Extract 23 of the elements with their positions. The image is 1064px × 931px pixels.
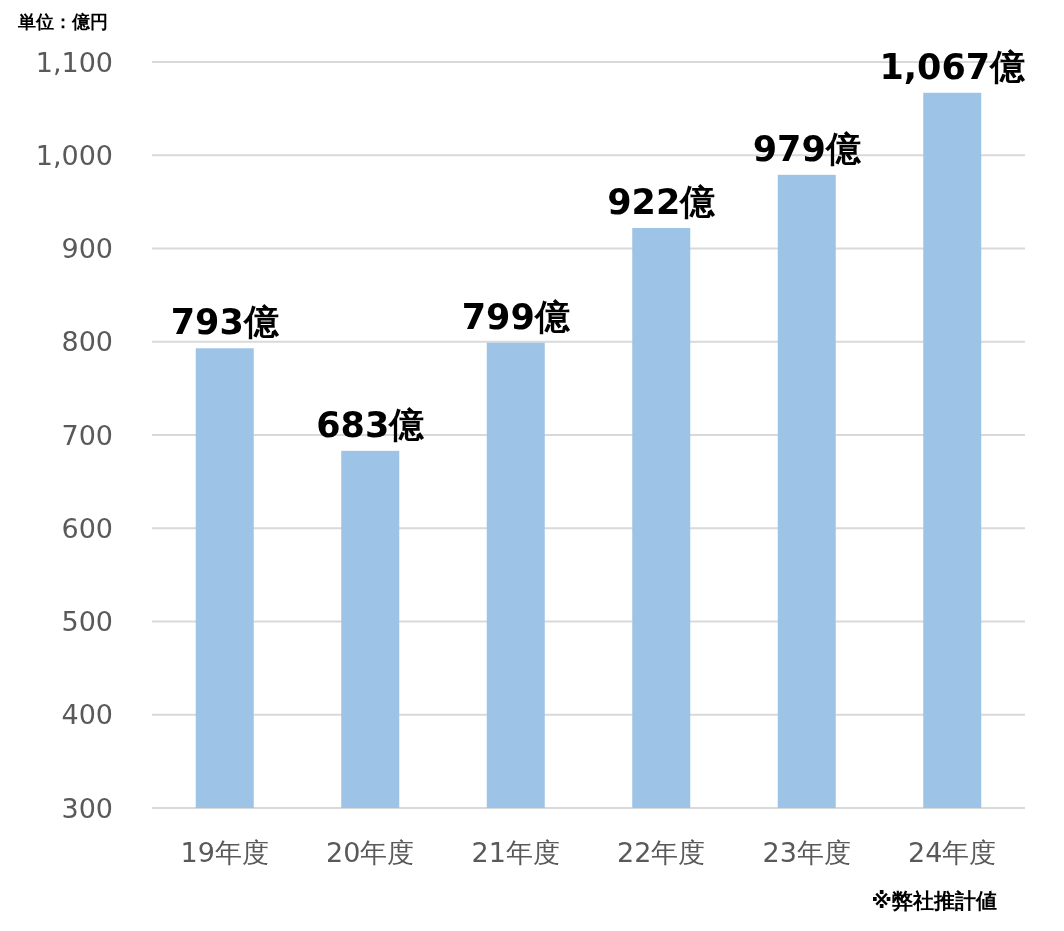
y-tick-label: 800	[61, 326, 113, 358]
x-tick-label: 19年度	[180, 836, 269, 868]
y-tick-label: 400	[61, 699, 113, 731]
y-tick-label: 500	[61, 606, 113, 637]
y-tick-label: 700	[61, 419, 113, 451]
y-tick-label: 600	[61, 512, 113, 544]
data-label: 799億	[461, 296, 571, 337]
x-tick-label: 20年度	[326, 836, 415, 868]
x-tick-label: 21年度	[471, 836, 560, 868]
y-tick-label: 900	[61, 233, 113, 264]
x-tick-label: 24年度	[908, 836, 997, 868]
data-label: 793億	[170, 302, 280, 343]
data-label: 922億	[607, 181, 717, 222]
y-axis-title: 単位：億円	[17, 11, 108, 32]
data-label: 683億	[316, 404, 426, 445]
y-tick-label: 1,100	[35, 46, 113, 78]
x-tick-label: 23年度	[762, 836, 851, 868]
x-tick-label: 22年度	[617, 836, 706, 868]
data-label: 979億	[752, 128, 862, 169]
y-tick-label: 300	[61, 792, 113, 824]
y-tick-label: 1,000	[35, 139, 113, 171]
data-label: 1,067億	[879, 46, 1027, 87]
text: ※弊社推計値	[871, 889, 997, 913]
